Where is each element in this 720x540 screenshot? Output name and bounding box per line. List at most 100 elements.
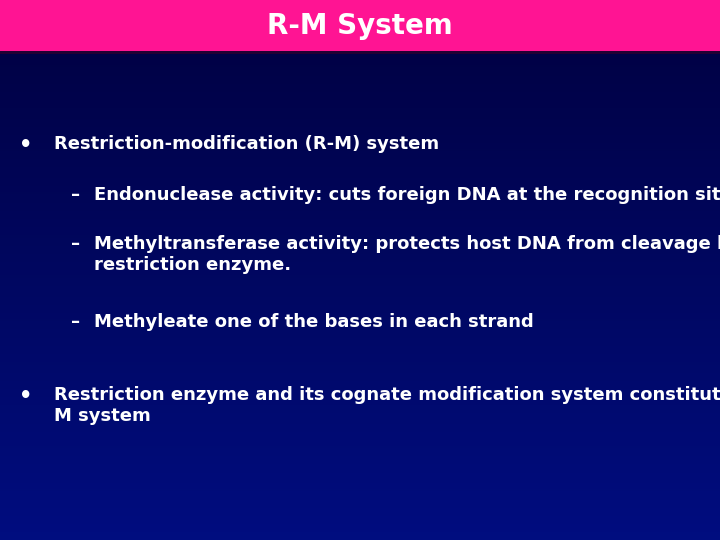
Bar bbox=[0, 130, 720, 132]
Bar bbox=[0, 162, 720, 165]
Bar bbox=[0, 100, 720, 103]
Bar bbox=[0, 451, 720, 454]
Bar bbox=[0, 232, 720, 235]
Bar bbox=[0, 462, 720, 464]
Bar bbox=[0, 240, 720, 243]
Bar bbox=[0, 108, 720, 111]
Bar bbox=[0, 259, 720, 262]
Bar bbox=[0, 216, 720, 219]
Bar bbox=[0, 265, 720, 267]
Bar bbox=[0, 359, 720, 362]
Bar bbox=[0, 22, 720, 24]
Bar bbox=[0, 143, 720, 146]
Bar bbox=[0, 454, 720, 456]
Bar bbox=[0, 24, 720, 27]
Bar bbox=[0, 327, 720, 329]
Bar bbox=[0, 292, 720, 294]
Bar bbox=[0, 235, 720, 238]
Bar bbox=[0, 148, 720, 151]
Bar bbox=[0, 281, 720, 284]
Bar bbox=[0, 243, 720, 246]
Bar bbox=[0, 516, 720, 518]
Bar bbox=[0, 192, 720, 194]
Bar bbox=[0, 5, 720, 8]
Bar bbox=[0, 113, 720, 116]
Bar bbox=[0, 446, 720, 448]
Bar bbox=[0, 483, 720, 486]
Bar bbox=[0, 289, 720, 292]
Bar bbox=[0, 154, 720, 157]
Bar bbox=[0, 189, 720, 192]
Bar bbox=[0, 386, 720, 389]
Bar bbox=[0, 159, 720, 162]
Bar bbox=[0, 421, 720, 424]
Bar bbox=[0, 459, 720, 462]
Bar bbox=[0, 89, 720, 92]
Bar bbox=[0, 165, 720, 167]
Bar bbox=[0, 340, 720, 343]
Bar bbox=[0, 302, 720, 305]
Bar bbox=[0, 364, 720, 367]
Bar bbox=[0, 389, 720, 392]
Bar bbox=[0, 413, 720, 416]
Bar bbox=[0, 211, 720, 213]
Bar bbox=[0, 354, 720, 356]
Bar bbox=[0, 167, 720, 170]
Bar bbox=[0, 35, 720, 38]
Bar bbox=[0, 513, 720, 516]
Bar bbox=[0, 348, 720, 351]
Bar bbox=[0, 535, 720, 537]
Bar bbox=[0, 526, 720, 529]
Bar bbox=[0, 184, 720, 186]
Bar bbox=[0, 408, 720, 410]
Bar bbox=[0, 267, 720, 270]
Bar bbox=[0, 62, 720, 65]
Bar bbox=[0, 537, 720, 540]
Bar bbox=[0, 356, 720, 359]
Bar bbox=[0, 11, 720, 14]
Bar bbox=[0, 186, 720, 189]
Bar bbox=[0, 443, 720, 445]
Bar bbox=[0, 208, 720, 211]
Bar bbox=[0, 308, 720, 310]
Bar bbox=[0, 30, 720, 32]
Bar bbox=[0, 43, 720, 46]
Bar bbox=[0, 370, 720, 373]
Bar bbox=[0, 57, 720, 59]
Bar bbox=[0, 416, 720, 418]
Bar bbox=[0, 97, 720, 100]
Bar bbox=[0, 248, 720, 251]
Bar bbox=[0, 16, 720, 19]
Bar bbox=[0, 402, 720, 405]
Bar bbox=[0, 84, 720, 86]
Text: Restriction enzyme and its cognate modification system constitute the R-
M syste: Restriction enzyme and its cognate modif… bbox=[54, 386, 720, 425]
Bar bbox=[0, 170, 720, 173]
Bar bbox=[0, 221, 720, 224]
Bar bbox=[0, 251, 720, 254]
Bar bbox=[0, 8, 720, 11]
Bar bbox=[0, 213, 720, 216]
Bar bbox=[0, 151, 720, 154]
Text: •: • bbox=[19, 386, 32, 406]
Text: Endonuclease activity: cuts foreign DNA at the recognition site: Endonuclease activity: cuts foreign DNA … bbox=[94, 186, 720, 204]
Bar bbox=[0, 46, 720, 49]
Bar bbox=[0, 305, 720, 308]
Bar bbox=[0, 124, 720, 127]
Bar bbox=[0, 435, 720, 437]
Bar bbox=[0, 410, 720, 413]
Bar bbox=[0, 205, 720, 208]
Bar bbox=[0, 146, 720, 148]
Bar bbox=[0, 92, 720, 94]
Bar bbox=[0, 59, 720, 62]
Bar bbox=[0, 135, 720, 138]
Bar bbox=[0, 140, 720, 143]
Bar bbox=[0, 32, 720, 35]
Bar bbox=[0, 138, 720, 140]
Bar bbox=[0, 49, 720, 51]
Bar bbox=[0, 521, 720, 524]
Text: Restriction-modification (R-M) system: Restriction-modification (R-M) system bbox=[54, 135, 439, 153]
Bar bbox=[0, 456, 720, 459]
Bar bbox=[0, 294, 720, 297]
Bar bbox=[0, 394, 720, 397]
Bar bbox=[0, 437, 720, 440]
